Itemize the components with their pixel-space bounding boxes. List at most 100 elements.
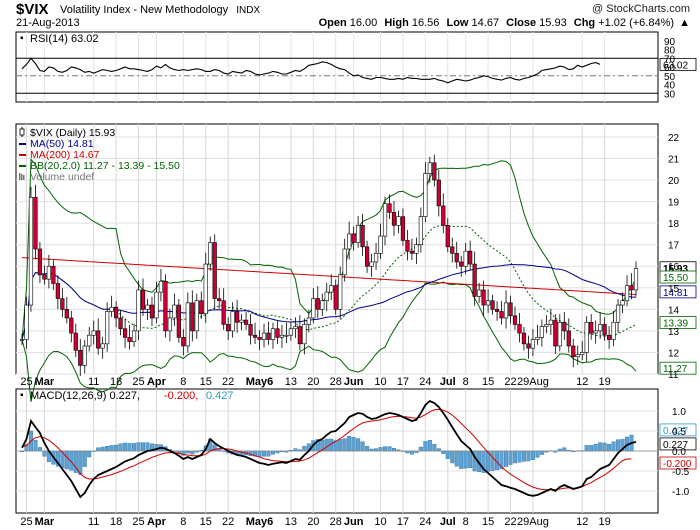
x-tick-label-price: 17 <box>397 376 409 388</box>
candle-body <box>243 319 249 325</box>
macd-histogram-bar <box>383 446 388 452</box>
candle-body <box>176 304 181 338</box>
macd-y-tick-label: 1.0 <box>672 407 686 418</box>
candle-body <box>436 179 441 207</box>
bb-upper-band <box>21 158 637 340</box>
x-tick-label-macd: 25 <box>132 516 144 528</box>
candle-body <box>145 304 150 310</box>
x-tick-label-macd: Mar <box>35 516 55 528</box>
rsi-y-tick-label: 40 <box>664 81 676 92</box>
macd-legend-entry: 0.427 <box>206 390 234 402</box>
x-tick-label-price: Apr <box>147 376 167 388</box>
macd-histogram-bar <box>517 450 522 463</box>
candle-body <box>140 289 146 310</box>
candle-body <box>445 224 450 248</box>
candle-body <box>127 337 132 342</box>
price-value-label: 15.93 <box>663 264 688 275</box>
macd-histogram-bar <box>427 440 432 452</box>
price-value-tag <box>659 316 697 329</box>
candle-body <box>248 324 253 336</box>
candle-body <box>163 281 168 332</box>
candle-body <box>181 337 186 347</box>
macd-histogram-bar <box>257 450 262 458</box>
security-name: Volatility Index - New Methodology INDX <box>60 4 260 16</box>
macd-legend-icon: ▪ <box>20 390 24 401</box>
candle-body <box>333 285 338 310</box>
candle-body <box>19 339 25 341</box>
price-value-label: 13.39 <box>663 318 688 329</box>
candle-body <box>199 300 204 314</box>
ma200-line <box>21 257 637 295</box>
macd-histogram-bar <box>356 438 361 452</box>
x-tick-label-macd: 11 <box>88 516 99 528</box>
candle-body <box>463 250 468 267</box>
x-tick-label-price: 10 <box>374 376 386 388</box>
candle-body <box>167 317 172 332</box>
price-y-tick-label: 11 <box>668 370 679 381</box>
macd-histogram-bar <box>409 450 414 455</box>
price-y-tick-label: 14 <box>668 305 680 316</box>
x-tick-label-price: 25 <box>20 376 32 388</box>
price-y-tick-label: 19 <box>668 198 680 209</box>
x-tick-label-macd: May6 <box>246 516 274 528</box>
candle-body <box>508 302 513 317</box>
candle-body <box>324 291 329 302</box>
macd-histogram-bar <box>607 444 612 452</box>
macd-signal-line <box>21 408 632 491</box>
candle-body <box>302 324 307 345</box>
macd-histogram-bar <box>602 442 607 452</box>
x-tick-label-macd: 22 <box>504 516 516 528</box>
x-tick-label-macd: 8 <box>463 516 469 528</box>
candle-body <box>391 212 397 226</box>
bb-lower-band <box>21 281 637 402</box>
macd-histogram-bar <box>589 445 594 452</box>
macd-legend-entry: -0.200, <box>164 390 198 402</box>
candle-body <box>557 321 562 347</box>
macd-histogram-bar <box>338 439 343 452</box>
candle-body <box>122 328 128 338</box>
rsi-layer: 63.02 <box>16 57 697 94</box>
macd-histogram-bar <box>141 442 146 452</box>
macd-value-label: 0.427 <box>663 426 688 437</box>
x-tick-label-macd: Apr <box>147 516 167 528</box>
x-tick-label-macd: 17 <box>397 516 409 528</box>
price-y-tick-label: 17 <box>668 241 680 252</box>
rsi-current-value: 63.02 <box>663 60 688 71</box>
candle-body <box>275 328 280 338</box>
candle-body <box>629 285 634 291</box>
symbol: $VIX <box>16 1 49 18</box>
candle-body <box>109 306 114 312</box>
candle-body <box>270 328 276 340</box>
candle-body <box>615 304 621 323</box>
chg-up-arrow: ▲ <box>679 17 690 29</box>
candle-body <box>266 332 271 340</box>
candle-body <box>226 324 231 332</box>
x-tick-label-price: 8 <box>180 376 186 388</box>
price-y-tick-label: 21 <box>668 154 680 165</box>
macd-layer: 0.427 0.227 -0.200 <box>16 399 697 499</box>
macd-value-tag <box>659 437 697 451</box>
macd-histogram-bar <box>450 450 455 464</box>
rsi-y-tick-label: 60 <box>664 63 676 74</box>
x-tick-label-price: 11 <box>88 376 99 388</box>
macd-histogram-bar <box>526 450 531 462</box>
price-value-tag <box>659 361 697 375</box>
price-legend-entry: MA(200) 14.67 <box>30 149 100 161</box>
macd-histogram-bar <box>445 450 450 459</box>
candle-body <box>611 321 616 340</box>
macd-histogram-bar <box>468 450 473 468</box>
candle-body <box>46 265 51 280</box>
x-tick-label-price: 20 <box>307 376 319 388</box>
security-name-text: Volatility Index - New Methodology <box>60 4 229 16</box>
ohlc-summary: Open 16.00 High 16.56 Low 14.67 Close 15… <box>319 17 690 29</box>
candle-body <box>320 300 325 310</box>
candle-body <box>526 343 531 349</box>
macd-y-tick-label: 0.0 <box>672 447 686 458</box>
macd-histogram-bar <box>342 438 347 452</box>
price-y-tick-label: 22 <box>668 133 680 144</box>
x-tick-label-price: Jun <box>344 376 364 388</box>
macd-histogram-bar <box>105 446 110 452</box>
candle-body <box>158 281 164 293</box>
